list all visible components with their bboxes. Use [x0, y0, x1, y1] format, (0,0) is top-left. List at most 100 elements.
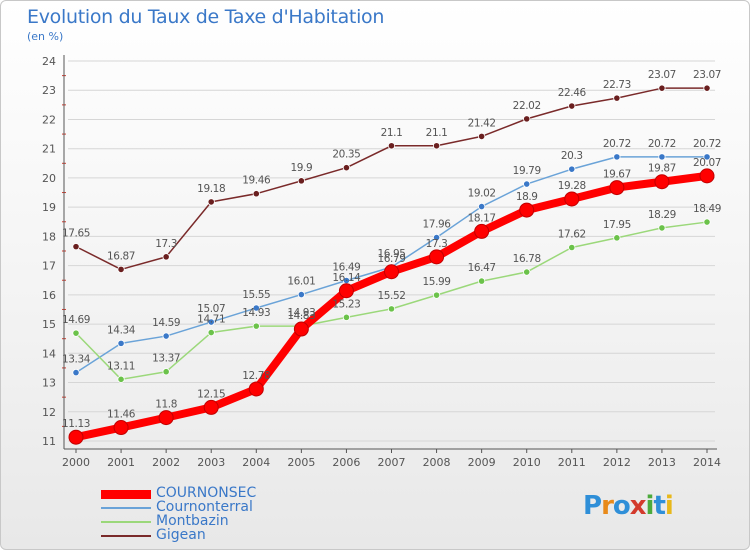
- x-tick-label: 2004: [242, 456, 270, 469]
- data-label: 19.67: [603, 169, 631, 181]
- data-point: [429, 249, 445, 265]
- data-point: [613, 94, 621, 102]
- data-point: [658, 153, 666, 161]
- data-point: [252, 322, 260, 330]
- data-point: [478, 202, 486, 211]
- data-point: [523, 115, 531, 123]
- y-tick-label: 23: [42, 84, 56, 97]
- data-label: 19.28: [558, 180, 586, 192]
- legend-swatch: [101, 521, 151, 523]
- data-point: [293, 321, 309, 337]
- data-point: [699, 168, 715, 184]
- x-tick-label: 2000: [62, 456, 90, 469]
- data-point: [478, 132, 486, 141]
- data-label: 16.87: [107, 250, 135, 262]
- logo-letter: P: [583, 491, 602, 521]
- proxiti-logo: Proxiti: [583, 491, 674, 521]
- data-label: 15.55: [242, 289, 270, 301]
- x-tick-label: 2003: [197, 456, 225, 469]
- data-point: [248, 381, 264, 397]
- x-tick-label: 2002: [152, 456, 180, 469]
- data-label: 21.42: [468, 117, 496, 129]
- data-label: 19.02: [468, 188, 496, 200]
- data-label: 20.3: [561, 150, 583, 162]
- y-tick-label: 16: [42, 289, 56, 302]
- data-point: [654, 174, 670, 190]
- data-point: [158, 410, 174, 426]
- y-tick-label: 21: [42, 143, 56, 156]
- data-point: [564, 191, 580, 207]
- data-label: 19.46: [242, 175, 271, 187]
- chart-subtitle: (en %): [27, 30, 64, 43]
- data-label: 11.46: [107, 409, 136, 421]
- data-label: 21.1: [381, 127, 403, 139]
- data-point: [609, 180, 625, 196]
- data-point: [252, 304, 260, 312]
- data-label: 16.47: [468, 262, 496, 274]
- y-tick-label: 13: [42, 377, 56, 390]
- data-point: [162, 332, 170, 340]
- y-tick-label: 12: [42, 406, 56, 419]
- data-point: [117, 339, 125, 347]
- data-point: [207, 318, 215, 326]
- data-point: [338, 283, 354, 299]
- data-label: 18.9: [516, 191, 538, 203]
- data-point: [613, 153, 621, 161]
- x-tick-label: 2014: [693, 456, 721, 469]
- data-point: [613, 234, 621, 242]
- y-tick-label: 19: [42, 201, 56, 214]
- data-point: [384, 264, 399, 280]
- x-tick-label: 2001: [107, 456, 135, 469]
- data-point: [162, 253, 170, 261]
- data-point: [474, 223, 490, 239]
- data-label: 16.14: [332, 272, 361, 284]
- data-label: 22.02: [513, 100, 541, 112]
- y-tick-label: 22: [42, 113, 56, 126]
- data-point: [387, 142, 396, 150]
- data-label: 16.01: [287, 276, 315, 288]
- data-point: [703, 153, 711, 161]
- data-label: 15.99: [423, 276, 451, 288]
- data-point: [203, 399, 219, 415]
- data-point: [478, 277, 486, 285]
- data-point: [432, 233, 441, 242]
- data-label: 13.34: [62, 354, 91, 366]
- data-point: [342, 313, 351, 321]
- data-label: 21.1: [426, 127, 448, 139]
- legend-swatch: [101, 535, 151, 537]
- data-point: [523, 180, 531, 188]
- data-label: 23.07: [648, 69, 676, 81]
- data-label: 16.49: [332, 262, 360, 274]
- logo-letter: x: [629, 491, 647, 521]
- data-point: [568, 102, 576, 110]
- data-point: [703, 218, 711, 226]
- data-label: 14.59: [152, 317, 180, 329]
- data-label: 15.52: [377, 290, 405, 302]
- data-point: [703, 84, 711, 92]
- data-point: [117, 375, 125, 383]
- data-label: 20.72: [648, 138, 676, 150]
- data-label: 12.78: [242, 370, 270, 382]
- data-label: 18.49: [693, 203, 721, 215]
- data-label: 17.65: [62, 228, 90, 240]
- x-tick-label: 2007: [378, 456, 406, 469]
- data-point: [207, 198, 215, 206]
- data-label: 15.23: [332, 298, 360, 310]
- data-label: 17.96: [423, 219, 452, 231]
- data-point: [342, 164, 351, 172]
- data-label: 14.83: [287, 310, 315, 322]
- data-label: 20.72: [603, 138, 631, 150]
- data-label: 16.79: [377, 253, 405, 265]
- data-label: 19.18: [197, 183, 225, 195]
- data-label: 22.46: [558, 87, 587, 99]
- legend-label: Montbazin: [156, 513, 229, 529]
- data-point: [432, 142, 441, 150]
- data-label: 14.69: [62, 314, 90, 326]
- data-label: 16.95: [377, 248, 405, 260]
- data-point: [658, 224, 666, 232]
- data-point: [72, 329, 80, 337]
- y-tick-label: 18: [42, 230, 56, 243]
- data-label: 12.15: [197, 388, 225, 400]
- y-tick-label: 15: [42, 318, 56, 331]
